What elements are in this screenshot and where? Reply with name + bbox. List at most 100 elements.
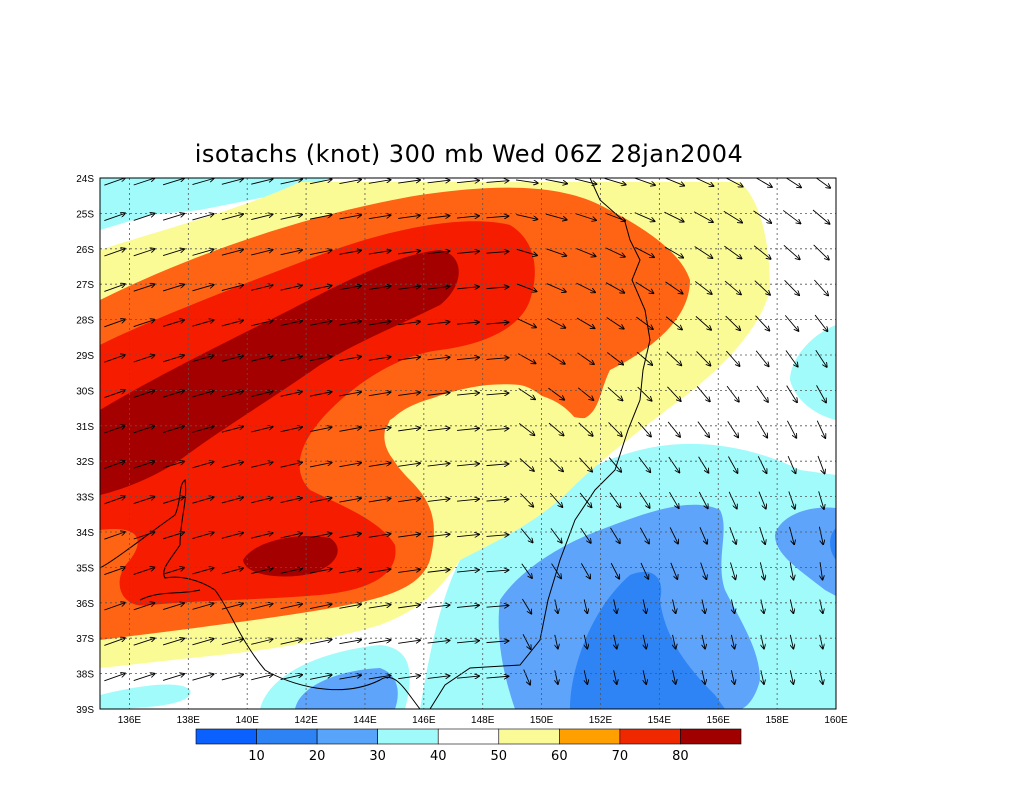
wind-arrow [517, 318, 536, 328]
wind-arrow [398, 676, 420, 680]
wind-arrow [339, 569, 361, 574]
wind-arrow [251, 250, 272, 256]
lat-label: 34S [76, 528, 94, 539]
lon-label: 160E [824, 715, 848, 726]
wind-arrow [637, 386, 652, 401]
wind-arrow [309, 179, 332, 185]
wind-arrow [576, 317, 595, 328]
wind-arrow [486, 676, 508, 678]
wind-arrow [104, 603, 125, 611]
lon-label: 154E [648, 715, 672, 726]
wind-arrow [486, 605, 508, 607]
wind-arrow [789, 526, 795, 544]
wind-arrow [339, 180, 361, 184]
wind-arrow [368, 428, 391, 432]
wind-arrow [604, 178, 626, 184]
wind-arrow [610, 562, 619, 579]
wind-arrow [457, 357, 479, 359]
wind-arrow [753, 245, 771, 259]
wind-arrow [643, 599, 646, 614]
wind-arrow [548, 422, 564, 435]
wind-arrow [731, 670, 734, 684]
lon-label: 156E [707, 715, 731, 726]
wind-arrow [368, 534, 391, 538]
wind-arrow [133, 284, 155, 292]
band-10-20-east [830, 528, 836, 560]
wind-arrow [192, 603, 213, 610]
wind-arrow [427, 216, 450, 219]
wind-arrow [639, 492, 650, 507]
wind-arrow [698, 491, 707, 508]
wind-arrow [634, 212, 655, 222]
wind-arrow [368, 215, 391, 220]
wind-arrow [427, 499, 450, 502]
wind-arrow [700, 562, 707, 580]
wind-arrow [398, 357, 420, 361]
wind-arrow [727, 421, 738, 437]
wind-arrow [575, 213, 597, 221]
lon-label: 138E [177, 715, 201, 726]
wind-arrow [339, 534, 361, 538]
wind-arrow [104, 249, 125, 257]
wind-arrow [759, 526, 765, 544]
colorbar-swatch [680, 728, 742, 745]
wind-arrow [280, 321, 302, 326]
wind-arrow [486, 358, 508, 360]
wind-arrow [457, 428, 479, 430]
wind-arrow [669, 527, 678, 543]
wind-arrow [221, 497, 243, 504]
wind-arrow [457, 464, 479, 466]
wind-arrow [609, 492, 621, 508]
wind-arrow [427, 605, 450, 608]
wind-arrow [457, 641, 479, 643]
wind-arrow [728, 491, 737, 509]
wind-arrow [753, 210, 772, 223]
wind-arrow [702, 634, 705, 649]
wind-arrow [731, 634, 734, 649]
wind-arrow [486, 251, 508, 253]
wind-arrow [427, 251, 450, 254]
wind-arrow [309, 286, 332, 291]
wind-arrow [192, 179, 213, 186]
wind-arrow [726, 385, 739, 402]
wind-arrow [673, 599, 676, 614]
wind-arrow [427, 322, 450, 325]
wind-arrow [192, 285, 213, 292]
wind-arrow [693, 211, 713, 222]
wind-arrow [457, 393, 479, 395]
wind-arrow [608, 422, 622, 436]
wind-arrow [814, 279, 828, 296]
colorbar-label: 50 [491, 749, 508, 764]
wind-arrow [251, 533, 272, 539]
wind-arrow [192, 249, 213, 256]
wind-arrow [702, 670, 705, 684]
wind-arrow [192, 674, 213, 681]
wind-arrow [575, 247, 596, 256]
wind-arrow [818, 526, 823, 545]
colorbar-swatch [377, 728, 439, 745]
lat-label: 31S [76, 422, 94, 433]
wind-arrow [339, 640, 361, 645]
lon-label: 158E [765, 715, 789, 726]
lat-label: 28S [76, 316, 94, 327]
wind-arrow [309, 533, 332, 539]
wind-arrow [664, 178, 684, 185]
wind-arrow [664, 211, 683, 222]
wind-arrow [550, 528, 562, 542]
wind-arrow [820, 599, 823, 614]
wind-arrow [607, 352, 623, 364]
wind-arrow [280, 179, 302, 185]
colorbar-label: 40 [430, 749, 447, 764]
wind-arrow [702, 599, 705, 614]
wind-arrow [457, 216, 479, 218]
wind-arrow [398, 569, 420, 573]
wind-arrow [309, 498, 332, 503]
wind-arrow [398, 215, 420, 219]
wind-arrow [221, 179, 243, 185]
wind-arrow [790, 599, 793, 614]
wind-arrow [221, 285, 243, 292]
wind-arrow [398, 286, 420, 290]
wind-arrow [339, 427, 361, 432]
wind-arrow [309, 675, 332, 680]
